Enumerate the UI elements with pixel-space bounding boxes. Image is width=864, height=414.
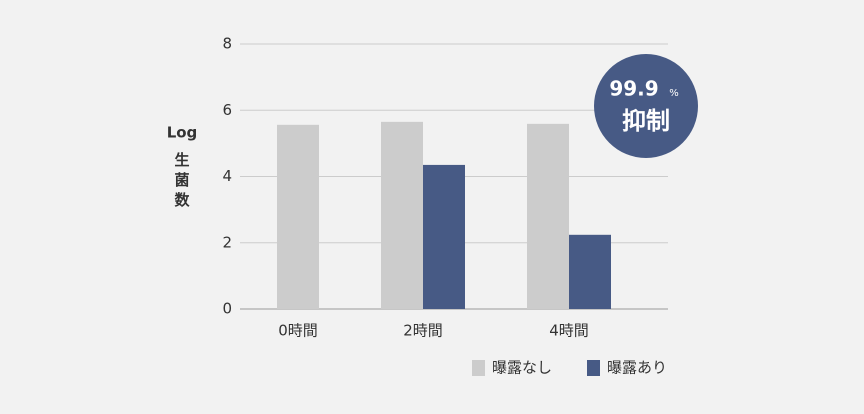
badge-value: 99.9 [609, 77, 658, 101]
badge-unit: % [669, 88, 679, 99]
y-axis-label: 生菌数 [174, 151, 190, 209]
y-tick-label: 0 [222, 300, 232, 318]
y-tick-label: 8 [222, 35, 232, 53]
x-tick-label: 0時間 [278, 322, 318, 340]
legend-swatch [587, 360, 600, 376]
legend-swatch [472, 360, 485, 376]
badge [594, 54, 698, 158]
bar [569, 234, 611, 309]
y-axis-label-char: 菌 [174, 171, 189, 189]
bar [527, 123, 569, 309]
bar [381, 121, 423, 309]
bar [423, 164, 465, 309]
y-tick-label: 2 [222, 233, 232, 251]
bar [277, 124, 319, 309]
y-axis-label-char: 数 [174, 191, 190, 209]
badge-text: 抑制 [622, 107, 670, 135]
y-tick-label: 6 [222, 101, 232, 119]
y-axis-label: Log [167, 124, 198, 142]
y-tick-label: 4 [222, 167, 232, 185]
legend-label: 曝露あり [607, 359, 667, 377]
legend-label: 曝露なし [492, 359, 552, 377]
x-tick-label: 2時間 [403, 322, 443, 340]
y-axis-label-char: 生 [174, 151, 189, 169]
x-tick-label: 4時間 [549, 322, 589, 340]
